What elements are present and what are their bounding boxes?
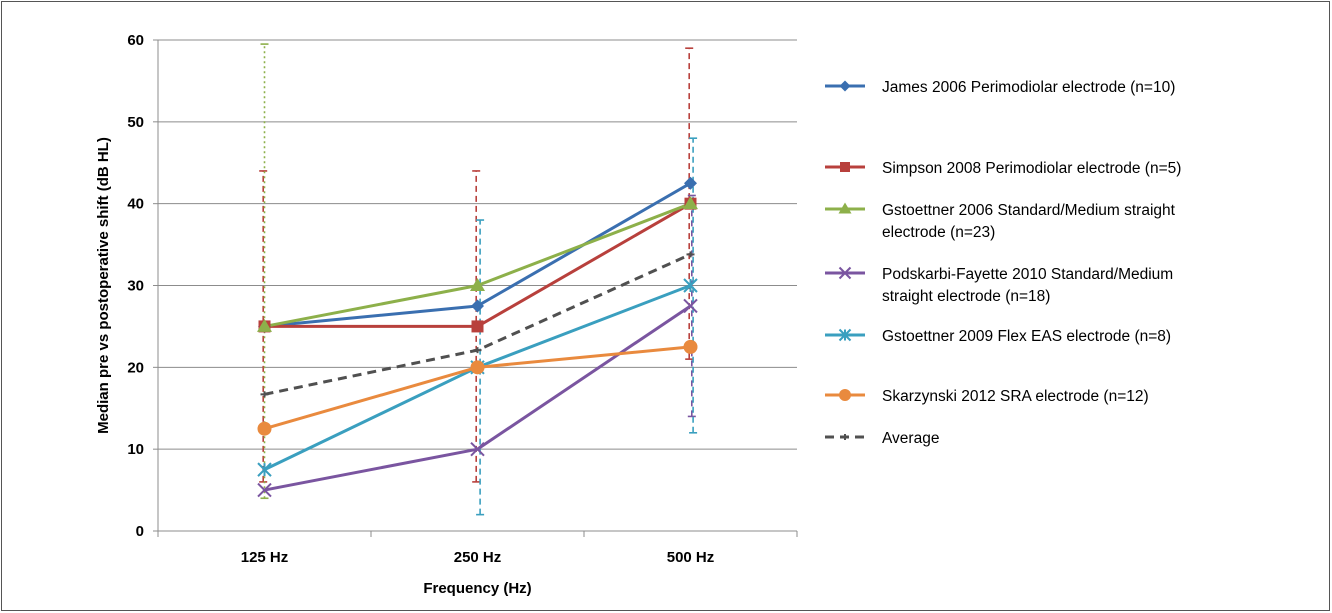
x-tick-label: 125 Hz [241, 549, 289, 566]
data-point [839, 389, 851, 401]
x-axis-title: Frequency (Hz) [423, 580, 531, 597]
data-point [471, 320, 484, 333]
y-tick-label: 10 [127, 441, 144, 458]
legend-label: Podskarbi-Fayette 2010 Standard/Medium [882, 266, 1173, 283]
data-point [257, 318, 272, 332]
y-tick-label: 40 [127, 196, 144, 213]
legend-item: Gstoettner 2009 Flex EAS electrode (n=8) [825, 328, 1171, 345]
data-point [257, 421, 272, 436]
data-point [471, 299, 484, 313]
y-tick-label: 50 [127, 114, 144, 131]
data-point [257, 482, 272, 498]
legend-item: Simpson 2008 Perimodiolar electrode (n=5… [825, 160, 1181, 177]
axes [153, 39, 798, 537]
data-point [683, 196, 698, 210]
x-tick-label: 250 Hz [454, 549, 502, 566]
data-point [683, 339, 698, 354]
legend-label: electrode (n=23) [882, 224, 995, 241]
x-tick-label: 500 Hz [667, 549, 715, 566]
data-point [470, 360, 485, 375]
legend: James 2006 Perimodiolar electrode (n=10)… [825, 79, 1181, 447]
legend-label: Skarzynski 2012 SRA electrode (n=12) [882, 388, 1149, 405]
series-lines [263, 181, 692, 492]
y-tick-label: 20 [127, 359, 144, 376]
legend-label: straight electrode (n=18) [882, 288, 1050, 305]
series-line [264, 304, 692, 492]
y-tick-label: 30 [127, 278, 144, 295]
legend-label: Gstoettner 2006 Standard/Medium straight [882, 202, 1176, 219]
series-markers [257, 176, 698, 498]
data-point [838, 328, 852, 342]
data-point [840, 162, 850, 172]
legend-label: Average [882, 430, 939, 447]
data-point [683, 278, 698, 293]
legend-label: Gstoettner 2009 Flex EAS electrode (n=8) [882, 328, 1171, 345]
data-point [841, 434, 849, 440]
data-point [838, 202, 852, 214]
tick-labels: 0 10 20 30 40 50 60 125 Hz 250 Hz 500 Hz [127, 32, 714, 566]
series-line [264, 345, 691, 431]
data-point [260, 391, 269, 398]
data-point [839, 80, 851, 92]
data-point [257, 462, 272, 477]
data-point [473, 347, 482, 354]
data-point [470, 278, 485, 291]
y-tick-label: 0 [136, 523, 144, 540]
data-point [686, 251, 695, 258]
gridlines [158, 39, 797, 450]
data-point [684, 176, 697, 190]
data-point [683, 298, 698, 314]
y-axis-title: Median pre vs postoperative shift (dB HL… [95, 137, 112, 434]
legend-label: Simpson 2008 Perimodiolar electrode (n=5… [882, 160, 1181, 177]
legend-item: Average [825, 430, 939, 447]
data-point [838, 266, 852, 280]
legend-item: James 2006 Perimodiolar electrode (n=10) [825, 79, 1175, 96]
legend-item: Podskarbi-Fayette 2010 Standard/Medium st… [825, 266, 1173, 305]
legend-label: James 2006 Perimodiolar electrode (n=10) [882, 79, 1175, 96]
y-tick-label: 60 [127, 32, 144, 49]
legend-item: Gstoettner 2006 Standard/Medium straight… [825, 202, 1176, 241]
data-point [470, 441, 485, 457]
legend-item: Skarzynski 2012 SRA electrode (n=12) [825, 388, 1149, 405]
